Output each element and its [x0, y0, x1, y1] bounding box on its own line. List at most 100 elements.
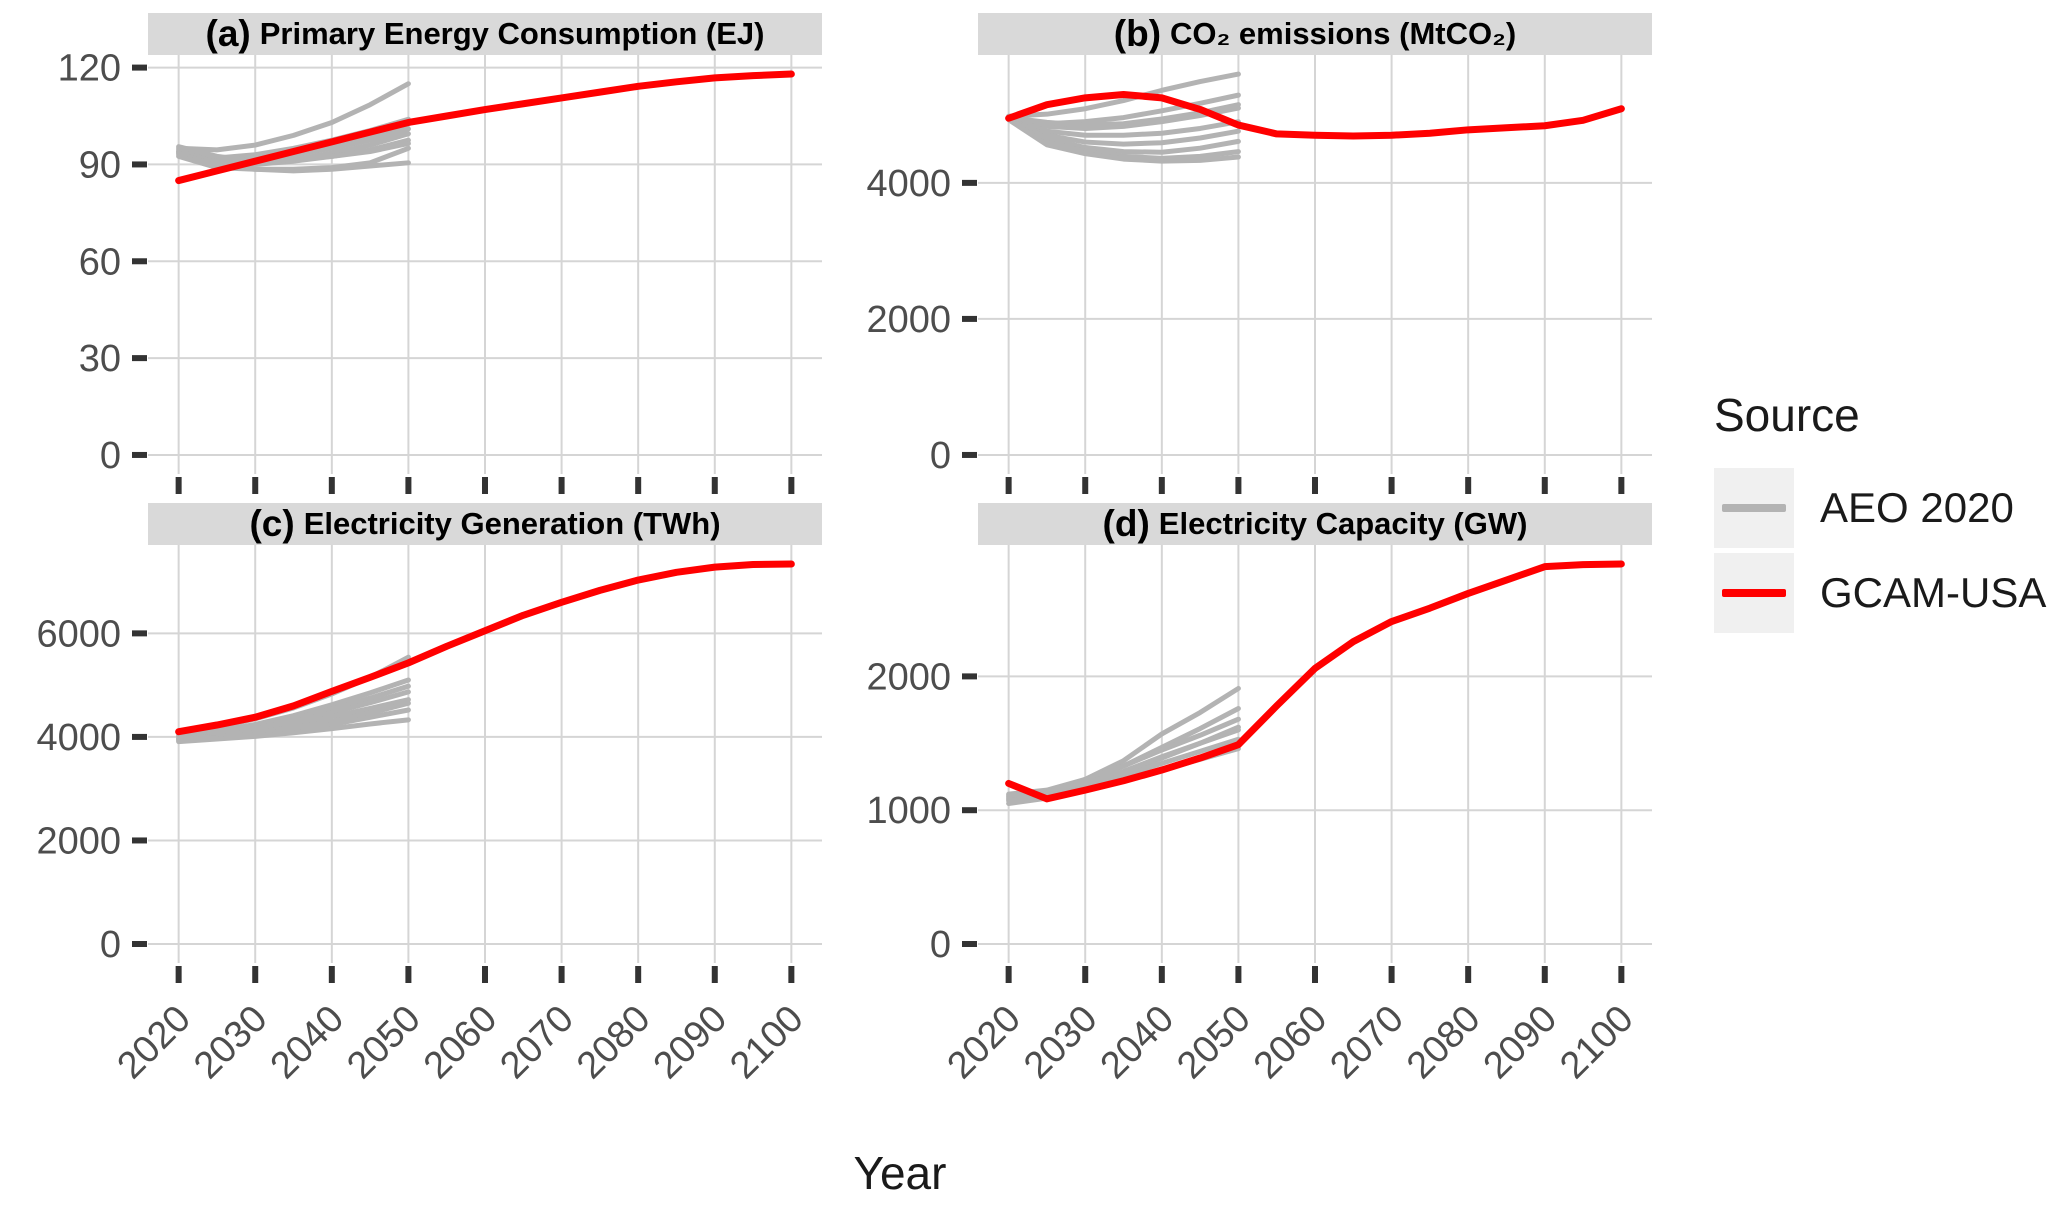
x-tick — [405, 966, 412, 983]
x-tick — [1082, 477, 1089, 494]
x-tick-label: 2060 — [1246, 998, 1335, 1087]
x-tick — [558, 966, 565, 983]
red-line-icon — [1722, 589, 1786, 597]
x-tick — [1158, 966, 1165, 983]
x-tick-label: 2070 — [492, 998, 581, 1087]
y-tick — [962, 315, 977, 322]
facet-label-prefix: (b) — [1113, 13, 1162, 54]
x-tick — [1312, 966, 1318, 983]
y-tick-label: 6000 — [36, 613, 121, 655]
x-tick — [788, 966, 795, 983]
aeo-2020-line — [1006, 117, 1241, 164]
y-tick — [132, 161, 147, 168]
y-tick — [962, 807, 977, 814]
x-tick — [1618, 966, 1625, 983]
facet-label-prefix: (a) — [205, 13, 251, 54]
x-tick — [405, 477, 412, 494]
y-tick — [962, 451, 977, 458]
facet-title: Electricity Capacity (GW) — [1158, 506, 1528, 541]
y-tick-label: 1000 — [866, 790, 951, 832]
x-tick — [1465, 966, 1472, 983]
y-tick-label: 0 — [930, 924, 951, 966]
panel-c: 0 2000 4000 6000 202020302040205020602070208… — [36, 545, 822, 1087]
aeo-2020-line — [176, 81, 411, 153]
x-tick — [482, 966, 488, 983]
facet-strip-d: (d) Electricity Capacity (GW) — [978, 503, 1652, 545]
x-tick — [175, 477, 182, 494]
x-tick — [175, 966, 182, 983]
y-tick-label: 2000 — [36, 820, 121, 862]
y-tick-label: 4000 — [866, 163, 951, 205]
y-tick — [132, 258, 147, 265]
x-tick — [1541, 966, 1548, 983]
y-tick — [132, 451, 147, 458]
x-tick — [482, 477, 488, 494]
x-tick — [711, 966, 718, 983]
y-tick-label: 30 — [79, 338, 121, 380]
y-tick-label: 2000 — [866, 299, 951, 341]
x-tick-label: 2090 — [1476, 998, 1565, 1087]
x-tick-label: 2040 — [1093, 998, 1182, 1087]
x-tick — [1541, 477, 1548, 494]
x-tick — [1082, 966, 1089, 983]
panel-a: 0 30 60 90 120 — [58, 48, 822, 494]
x-tick — [1235, 966, 1242, 983]
x-tick-label: 2060 — [416, 998, 505, 1087]
legend-title: Source — [1714, 389, 1860, 441]
aeo-2020-line — [1006, 105, 1241, 131]
facet-label-prefix: (c) — [249, 503, 295, 544]
x-tick-label: 2080 — [569, 998, 658, 1087]
x-tick-label: 2030 — [1016, 998, 1105, 1087]
facet-strip-b: (b) CO₂ emissions (MtCO₂) — [978, 13, 1652, 55]
x-tick-label: 2070 — [1322, 998, 1411, 1087]
legend-key — [1714, 553, 1794, 633]
y-tick — [962, 941, 977, 947]
y-tick-label: 0 — [100, 924, 121, 966]
x-tick — [328, 477, 335, 494]
x-tick-label: 2020 — [110, 998, 199, 1087]
y-tick — [132, 355, 147, 362]
x-tick-label: 2040 — [263, 998, 352, 1087]
x-tick — [635, 966, 642, 983]
y-tick-label: 0 — [930, 435, 951, 477]
legend-label: AEO 2020 — [1820, 484, 2014, 531]
aeo-2020-line — [1006, 727, 1241, 798]
aeo-2020-line — [1006, 71, 1241, 119]
legend: Source AEO 2020 GCAM-USA — [1714, 388, 2046, 638]
legend-label: GCAM-USA — [1820, 569, 2047, 616]
aeo-2020-line — [1006, 115, 1241, 155]
legend-item: AEO 2020 — [1714, 468, 2046, 548]
x-tick — [1235, 477, 1242, 494]
facet-strip-c: (c) Electricity Generation (TWh) — [148, 503, 822, 545]
aeo-2020-line — [176, 717, 411, 745]
y-tick — [132, 941, 147, 947]
aeo-2020-line — [1006, 115, 1241, 138]
y-tick — [132, 733, 147, 740]
x-tick — [1312, 477, 1318, 494]
x-tick — [635, 477, 642, 494]
x-tick-label: 2100 — [1552, 998, 1641, 1087]
x-tick — [252, 477, 259, 494]
panel-d: 0 1000 2000 2020203020402050206020702080209… — [866, 545, 1652, 1087]
gray-line-icon — [1722, 504, 1786, 512]
x-tick-label: 2050 — [1169, 998, 1258, 1087]
y-tick-label: 60 — [79, 241, 121, 283]
y-tick — [132, 64, 147, 71]
facet-title: Electricity Generation (TWh) — [303, 506, 721, 541]
y-tick-label: 90 — [79, 144, 121, 186]
legend-key — [1714, 468, 1794, 548]
panel-b: 0 2000 4000 — [866, 55, 1652, 494]
x-tick — [788, 477, 795, 494]
legend-item: GCAM-USA — [1714, 553, 2046, 633]
x-tick — [711, 477, 718, 494]
aeo-2020-line — [176, 140, 411, 164]
aeo-2020-line — [1006, 116, 1241, 147]
facet-label-prefix: (d) — [1102, 503, 1150, 544]
x-tick-label: 2020 — [940, 998, 1029, 1087]
x-tick-label: 2080 — [1399, 998, 1488, 1087]
x-axis-title: Year — [853, 1147, 947, 1199]
y-tick-label: 120 — [58, 48, 121, 90]
y-tick — [962, 673, 977, 680]
